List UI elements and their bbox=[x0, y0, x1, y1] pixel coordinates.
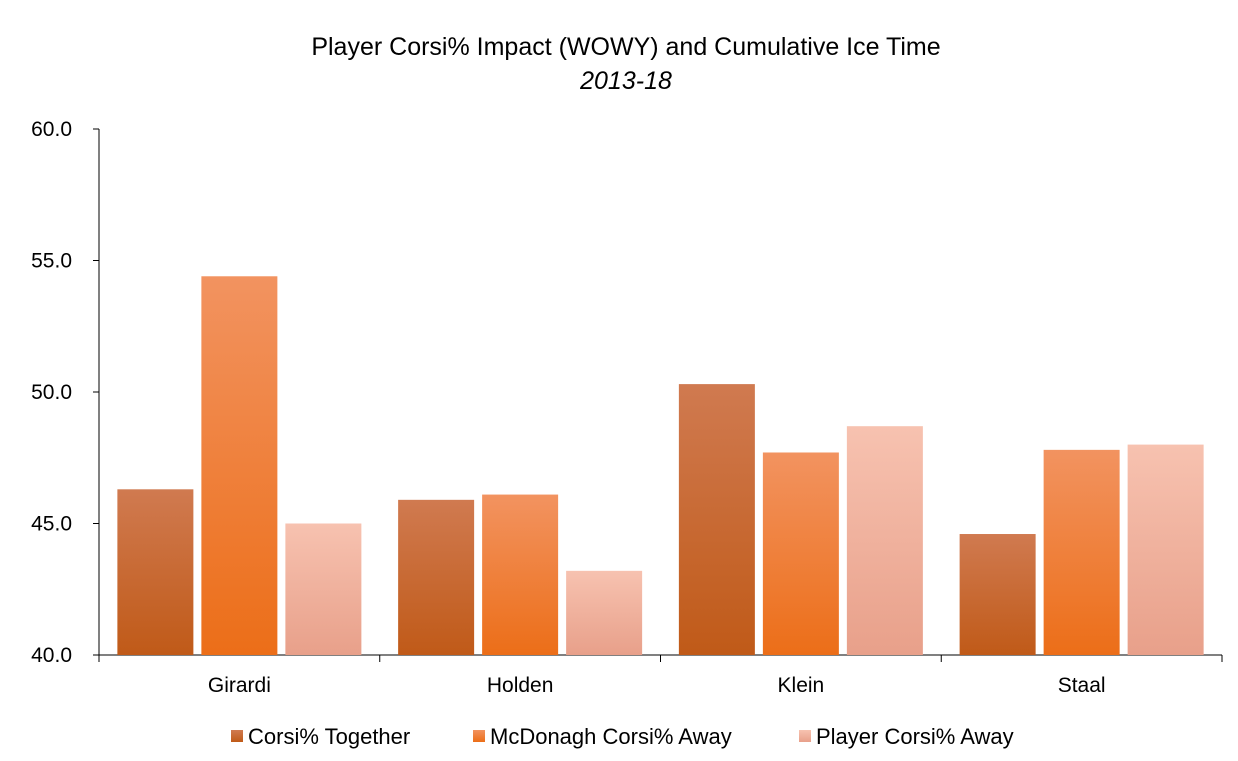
legend: Corsi% Together McDonagh Corsi% Away Playe… bbox=[231, 724, 1014, 749]
legend-swatch bbox=[473, 730, 485, 742]
legend-swatch bbox=[231, 730, 243, 742]
bar bbox=[201, 276, 278, 655]
x-tick-label: Staal bbox=[1058, 674, 1106, 697]
legend-item: McDonagh Corsi% Away bbox=[473, 724, 732, 749]
legend-label: Player Corsi% Away bbox=[816, 724, 1014, 749]
bar bbox=[959, 534, 1036, 655]
y-tick-label: 55.0 bbox=[31, 250, 72, 273]
bar bbox=[1043, 449, 1120, 655]
legend-label: Corsi% Together bbox=[248, 724, 410, 749]
bar bbox=[846, 426, 923, 655]
chart-title: Player Corsi% Impact (WOWY) and Cumulati… bbox=[311, 33, 940, 61]
y-tick-label: 45.0 bbox=[31, 513, 72, 536]
y-axis: 40.0 45.0 50.0 55.0 60.0 bbox=[31, 118, 100, 667]
y-tick-label: 40.0 bbox=[31, 644, 72, 667]
bar bbox=[482, 494, 559, 655]
bar bbox=[398, 499, 475, 655]
bars bbox=[117, 276, 1204, 655]
bar bbox=[566, 570, 643, 655]
bar bbox=[117, 489, 194, 655]
legend-item: Corsi% Together bbox=[231, 724, 410, 749]
x-tick-label: Girardi bbox=[208, 674, 271, 697]
legend-label: McDonagh Corsi% Away bbox=[490, 724, 732, 749]
bar bbox=[1127, 444, 1204, 655]
chart-subtitle: 2013-18 bbox=[579, 67, 672, 95]
y-tick-label: 50.0 bbox=[31, 381, 72, 404]
y-tick-label: 60.0 bbox=[31, 118, 72, 141]
legend-swatch bbox=[799, 730, 811, 742]
bar bbox=[762, 452, 839, 655]
x-tick-label: Klein bbox=[778, 674, 825, 697]
bar bbox=[285, 523, 362, 655]
legend-item: Player Corsi% Away bbox=[799, 724, 1014, 749]
bar bbox=[678, 384, 755, 655]
x-tick-label: Holden bbox=[487, 674, 554, 697]
x-axis: Girardi Holden Klein Staal bbox=[98, 654, 1223, 697]
